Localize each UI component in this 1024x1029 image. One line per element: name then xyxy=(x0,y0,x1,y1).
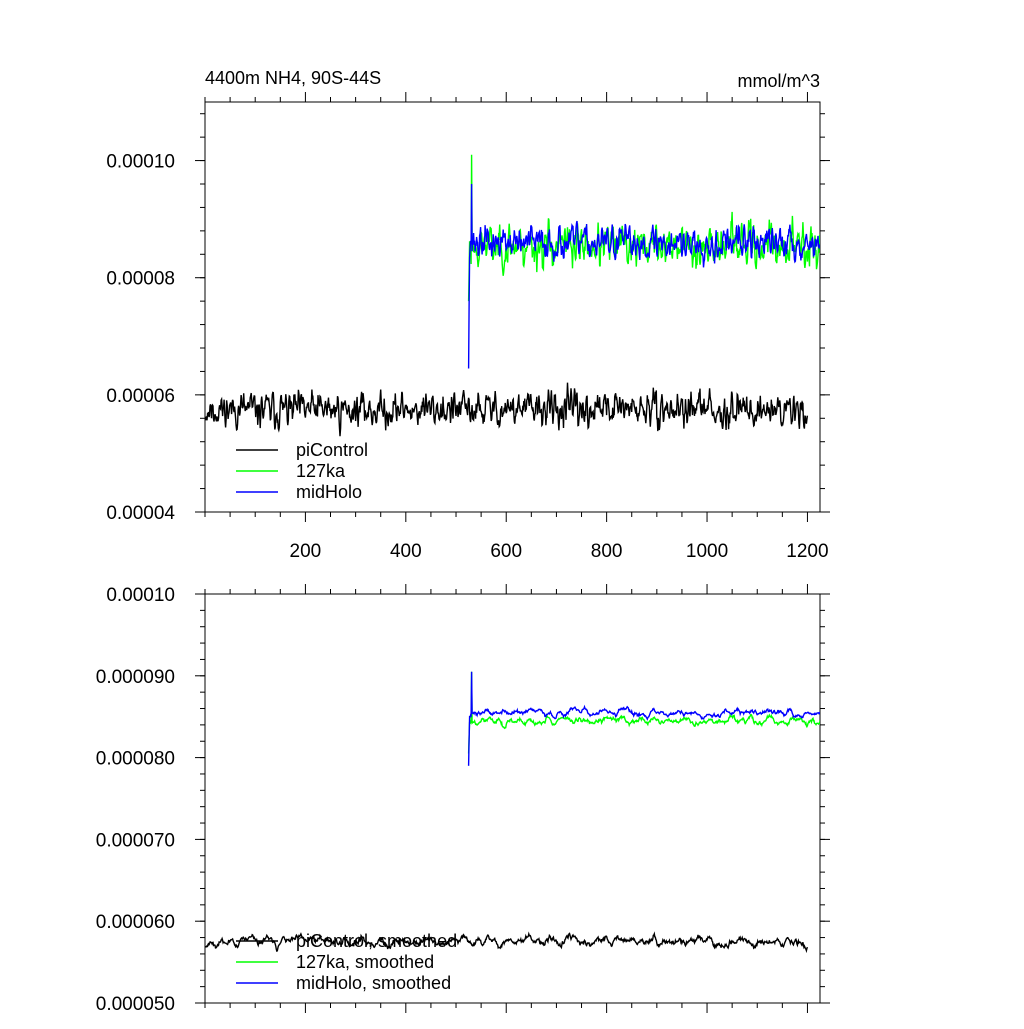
series-line xyxy=(467,154,820,302)
series-line xyxy=(467,671,820,766)
series-line xyxy=(205,931,809,954)
y-tick-label: 0.00006 xyxy=(106,386,175,407)
series-line xyxy=(467,183,820,369)
chart-title-left: 4400m NH4, 90S-44S xyxy=(205,68,381,88)
y-tick-label: 0.000050 xyxy=(96,994,175,1015)
y-tick-label: 0.00008 xyxy=(106,269,175,290)
legend-label: midHolo xyxy=(296,482,362,502)
x-tick-label: 1200 xyxy=(786,541,828,562)
x-tick-label: 800 xyxy=(591,541,623,562)
series-line xyxy=(467,671,820,754)
series-line xyxy=(205,382,809,437)
x-tick-label: 200 xyxy=(290,541,322,562)
x-tick-label: 1000 xyxy=(686,541,728,562)
x-tick-label: 400 xyxy=(390,541,422,562)
legend-label: 127ka, smoothed xyxy=(296,952,434,972)
legend-label: 127ka xyxy=(296,461,346,481)
legend-label: piControl, smoothed xyxy=(296,931,457,951)
plot-frame xyxy=(204,593,821,1004)
panel-top: 200 400 600 800 1000 1200 0.00004 0.00006 0.0000… xyxy=(106,92,830,562)
y-tick-label: 0.00004 xyxy=(106,503,175,524)
y-tick-label: 0.000080 xyxy=(96,749,175,770)
y-tick-label: 0.000060 xyxy=(96,912,175,933)
legend-label: midHolo, smoothed xyxy=(296,973,451,993)
panel-bottom: 0.000050 0.000060 0.000070 0.000080 0.000090… xyxy=(96,584,830,1015)
legend-label: piControl xyxy=(296,440,368,460)
y-tick-label: 0.000070 xyxy=(96,830,175,851)
plot-frame xyxy=(204,101,821,513)
x-tick-label: 600 xyxy=(490,541,522,562)
y-tick-label: 0.000090 xyxy=(96,667,175,688)
y-tick-label: 0.00010 xyxy=(106,152,175,173)
y-tick-label: 0.00010 xyxy=(106,585,175,606)
chart-title-right: mmol/m^3 xyxy=(738,71,820,91)
